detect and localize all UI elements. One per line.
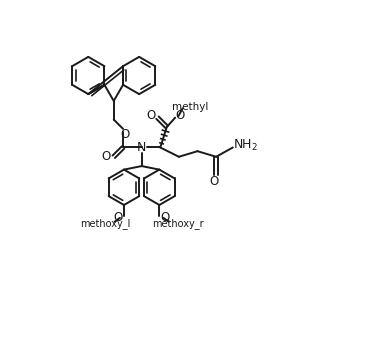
Text: O: O — [147, 109, 156, 122]
Text: methyl: methyl — [172, 102, 208, 112]
Text: methoxy_l: methoxy_l — [80, 218, 131, 229]
Text: NH$_2$: NH$_2$ — [233, 138, 258, 153]
Text: O: O — [102, 150, 111, 163]
Text: O: O — [210, 175, 219, 188]
Text: O: O — [120, 128, 129, 141]
Text: O: O — [161, 211, 170, 224]
Text: O: O — [113, 211, 122, 224]
Text: O: O — [176, 109, 185, 122]
Text: methoxy_r: methoxy_r — [152, 218, 204, 229]
Text: N: N — [137, 141, 146, 154]
